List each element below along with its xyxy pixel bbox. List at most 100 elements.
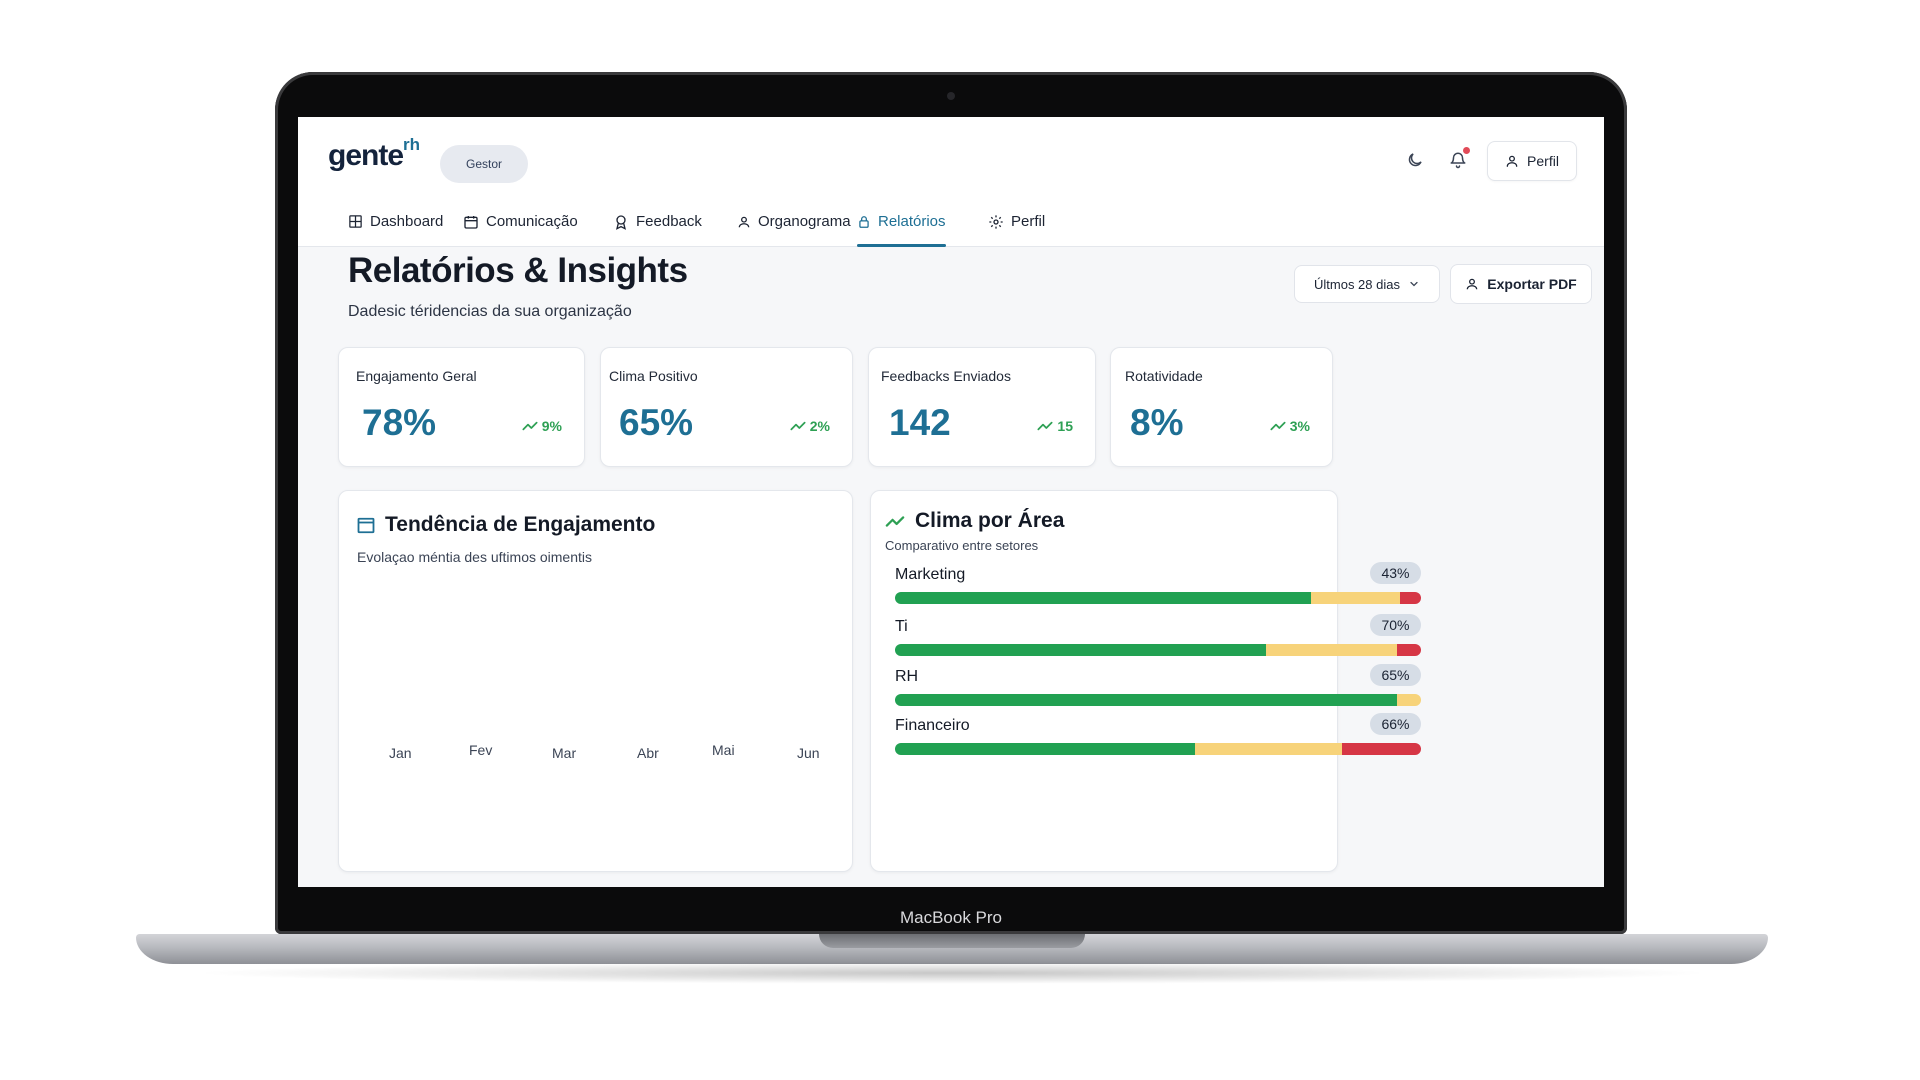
tab-perfil[interactable]: Perfil xyxy=(988,197,1045,246)
panel-title-text: Tendência de Engajamento xyxy=(385,513,656,536)
kpi-trend: 3% xyxy=(1270,418,1310,434)
panel-subtitle: Evolaçao méntia des uftimos oimentis xyxy=(357,549,592,565)
bar-segment-neutral xyxy=(1310,592,1400,604)
calendar-icon xyxy=(357,517,375,533)
kpi-trend-value: 15 xyxy=(1057,418,1073,434)
bell-icon xyxy=(1450,152,1466,169)
x-axis-tick-label: Fev xyxy=(469,742,493,758)
chevron-down-icon xyxy=(1410,281,1418,287)
area-bar xyxy=(895,592,1421,604)
kpi-trend-value: 2% xyxy=(809,418,830,434)
area-row: Ti 70% xyxy=(895,614,1421,664)
gear-icon xyxy=(989,214,1003,229)
notifications-button[interactable] xyxy=(1443,145,1473,175)
kpi-card-clima: Clima Positivo 65% 2% xyxy=(600,347,853,467)
bar-segment-positive xyxy=(895,644,1266,656)
area-row: Marketing 43% xyxy=(895,562,1421,612)
tab-label: Comunicação xyxy=(486,213,578,230)
climate-by-area-panel: Clima por Área Comparativo entre setores… xyxy=(870,490,1421,872)
x-axis-tick-label: Jun xyxy=(797,745,820,761)
calendar-icon xyxy=(464,215,478,229)
area-percent-badge: 70% xyxy=(1370,614,1421,636)
bar-segment-neutral xyxy=(1194,743,1343,755)
bar-segment-negative xyxy=(1342,743,1421,755)
bar-segment-negative xyxy=(1399,592,1421,604)
tab-feedback[interactable]: Feedback xyxy=(613,197,702,246)
panel-title: Tendência de Engajamento xyxy=(357,513,655,537)
role-badge: Gestor xyxy=(440,145,528,183)
kpi-value: 65% xyxy=(619,402,694,443)
tab-relatorios[interactable]: Relatórios xyxy=(857,197,946,247)
profile-button-label: Perfil xyxy=(1527,153,1559,169)
x-axis-tick-label: Abr xyxy=(637,745,659,761)
bar-segment-neutral xyxy=(1265,644,1398,656)
bar-segment-positive xyxy=(895,743,1195,755)
tab-dashboard[interactable]: Dashboard xyxy=(348,197,443,246)
user-icon xyxy=(1506,155,1518,167)
kpi-label: Rotatividade xyxy=(1125,368,1203,384)
user-icon xyxy=(738,216,750,227)
trend-up-icon xyxy=(790,421,806,431)
bar-segment-positive xyxy=(895,592,1311,604)
laptop-base xyxy=(136,934,1768,964)
moon-icon xyxy=(1408,153,1422,167)
area-percent-badge: 43% xyxy=(1370,562,1421,584)
tab-label: Organograma xyxy=(758,213,851,230)
app-header: genterh Gestor Perfil Dashboard Comunica… xyxy=(298,117,1604,247)
user-icon xyxy=(1466,278,1478,290)
period-select[interactable]: Últmos 28 dias xyxy=(1294,265,1440,303)
panel-subtitle: Comparativo entre setores xyxy=(885,538,1039,553)
trend-up-icon xyxy=(885,515,905,527)
tab-comunicacao[interactable]: Comunicação xyxy=(463,197,578,246)
area-name: Ti xyxy=(895,618,908,635)
panel-title: Clima por Área xyxy=(885,509,1064,533)
area-bar xyxy=(895,644,1421,656)
camera-icon xyxy=(947,92,955,100)
area-name: RH xyxy=(895,668,919,685)
tab-organograma[interactable]: Organograma xyxy=(737,197,851,246)
panel-title-text: Clima por Área xyxy=(915,509,1065,532)
tab-label: Feedback xyxy=(636,213,702,230)
dark-mode-toggle[interactable] xyxy=(1400,145,1430,175)
notification-dot xyxy=(1463,147,1470,154)
bar-segment-positive xyxy=(895,694,1398,706)
kpi-card-feedbacks: Feedbacks Enviados 142 15 xyxy=(868,347,1096,467)
laptop-notch xyxy=(819,934,1085,948)
kpi-label: Engajamento Geral xyxy=(356,368,477,384)
logo-text: gente xyxy=(328,139,404,172)
kpi-trend: 15 xyxy=(1037,418,1073,434)
bar-segment-negative xyxy=(1397,644,1421,656)
x-axis-tick-label: Jan xyxy=(389,745,412,761)
bar-segment-neutral xyxy=(1397,694,1421,706)
tab-label: Perfil xyxy=(1011,213,1046,230)
kpi-value: 142 xyxy=(889,402,951,443)
page-subtitle: Dadesic téridencias da sua organização xyxy=(348,303,632,320)
app-logo[interactable]: genterh xyxy=(328,135,420,173)
export-pdf-label: Exportar PDF xyxy=(1487,276,1577,292)
kpi-value: 8% xyxy=(1130,402,1184,443)
kpi-trend-value: 3% xyxy=(1289,418,1310,434)
period-select-value: Últmos 28 dias xyxy=(1314,276,1400,292)
app-screen: genterh Gestor Perfil Dashboard Comunica… xyxy=(298,117,1604,887)
device-label: MacBook Pro xyxy=(899,908,1003,927)
kpi-trend-value: 9% xyxy=(541,418,562,434)
laptop-shadow xyxy=(190,962,1715,984)
trend-up-icon xyxy=(1037,421,1053,431)
export-pdf-button[interactable]: Exportar PDF xyxy=(1450,264,1592,304)
area-percent-badge: 66% xyxy=(1370,713,1421,735)
profile-button[interactable]: Perfil xyxy=(1487,141,1577,181)
tab-label: Dashboard xyxy=(370,213,444,230)
area-bar xyxy=(895,694,1421,706)
area-name: Financeiro xyxy=(895,717,970,734)
tab-label: Relatórios xyxy=(878,213,946,230)
kpi-trend: 2% xyxy=(790,418,830,434)
area-row: RH 65% xyxy=(895,664,1421,714)
main-nav: Dashboard Comunicação Feedback Organogra… xyxy=(298,197,1604,247)
engagement-trend-panel: Tendência de Engajamento Evolaçao méntia… xyxy=(338,490,853,872)
x-axis-tick-label: Mai xyxy=(712,742,735,758)
lock-icon xyxy=(859,215,869,228)
award-icon xyxy=(616,214,626,230)
kpi-card-engajamento: Engajamento Geral 78% 9% xyxy=(338,347,585,467)
area-row: Financeiro 66% xyxy=(895,713,1421,763)
x-axis-tick-label: Mar xyxy=(552,745,577,761)
